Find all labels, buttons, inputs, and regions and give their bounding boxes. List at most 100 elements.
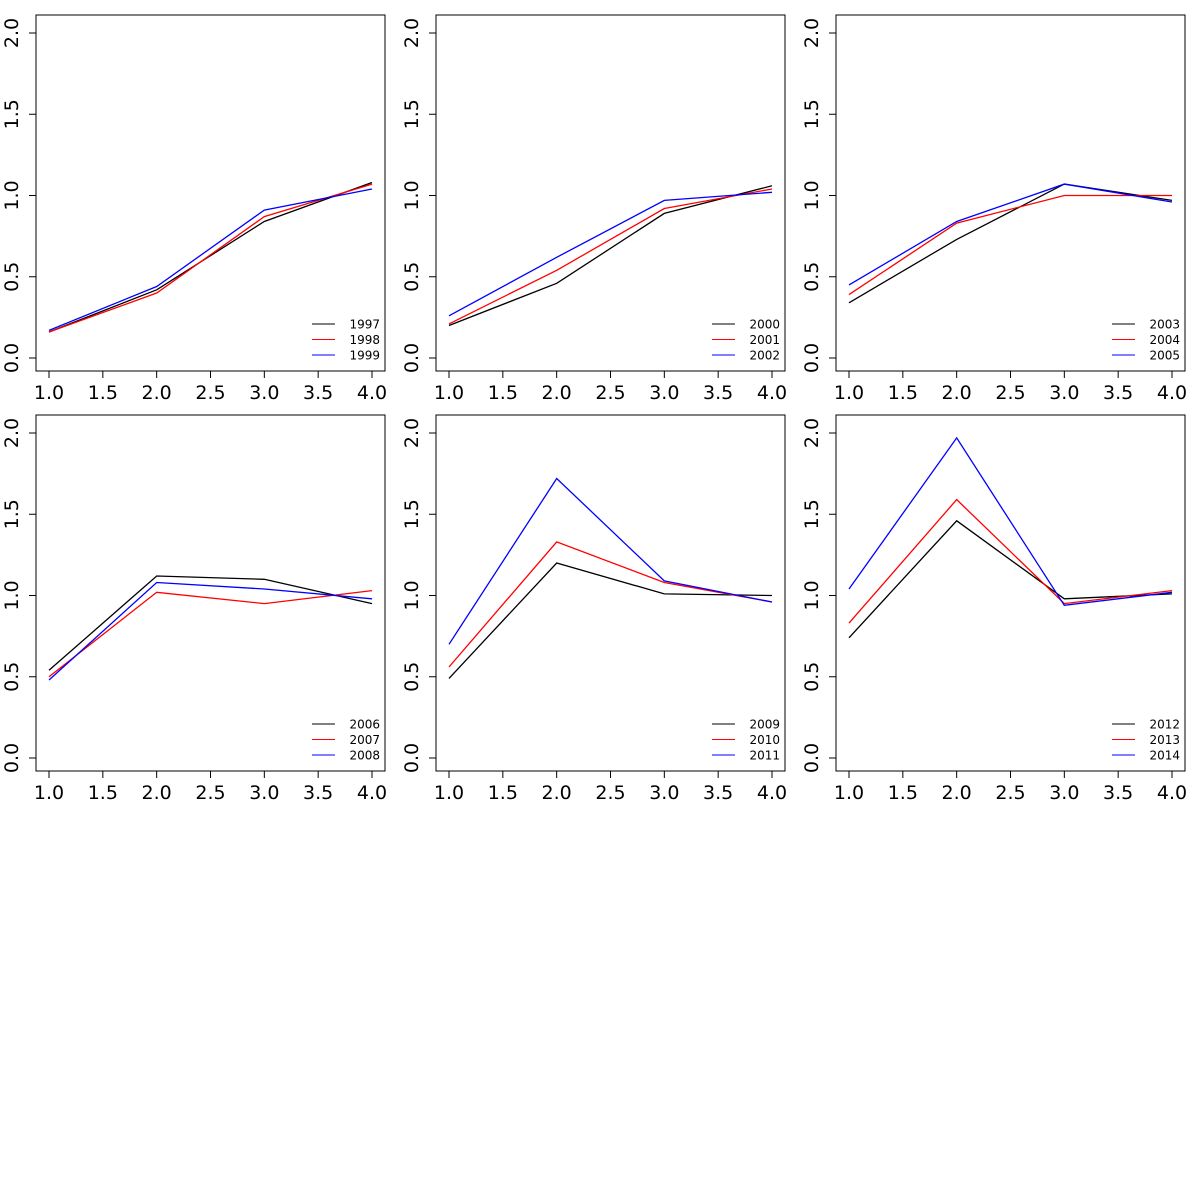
y-tick-label: 1.5 — [401, 499, 423, 529]
chart-panel-3: 1.0 1.5 2.0 2.5 3.0 3.5 4.0 0.0 0.5 1.0 1.5 2.0 2003… — [801, 14, 1187, 404]
y-tick-label: 1.5 — [1, 99, 23, 129]
legend-label-1997: 1997 — [349, 318, 380, 332]
plot-frame — [35, 414, 386, 772]
x-tick-label: 3.5 — [703, 782, 733, 804]
x-tick-label: 1.5 — [88, 782, 118, 804]
x-tick-label: 1.5 — [888, 382, 918, 404]
x-tick-label: 1.5 — [88, 382, 118, 404]
y-tick-label: 2.0 — [801, 18, 823, 48]
x-tick-label: 3.5 — [303, 382, 333, 404]
y-tick-label: 0.0 — [1, 343, 23, 373]
series-line-2009 — [448, 562, 773, 679]
series-line-1997 — [48, 181, 373, 333]
x-tick-label: 1.5 — [488, 382, 518, 404]
y-tick-label: 2.0 — [1, 18, 23, 48]
series-line-2000 — [448, 185, 773, 327]
y-tick-label: 0.5 — [401, 262, 423, 292]
series-line-2013 — [848, 498, 1173, 624]
x-tick-label: 4.0 — [1157, 782, 1187, 804]
x-tick-label: 2.5 — [195, 382, 225, 404]
series-line-2004 — [848, 194, 1172, 296]
y-tick-label: 2.0 — [1, 418, 23, 448]
legend-label-2004: 2004 — [1149, 333, 1180, 347]
x-tick-label: 4.0 — [357, 782, 387, 804]
series-line-2012 — [848, 519, 1173, 639]
plot-frame — [435, 414, 786, 772]
y-tick-label: 1.0 — [401, 180, 423, 210]
plot-frame — [435, 14, 786, 372]
x-tick-label: 3.5 — [1103, 782, 1133, 804]
x-tick-label: 4.0 — [757, 782, 787, 804]
x-tick-label: 2.0 — [542, 782, 572, 804]
x-tick-label: 2.5 — [995, 382, 1025, 404]
x-tick-label: 4.0 — [757, 382, 787, 404]
y-tick-label: 1.5 — [801, 99, 823, 129]
y-tick-label: 1.5 — [801, 499, 823, 529]
y-tick-label: 0.5 — [1, 262, 23, 292]
legend-label-2009: 2009 — [749, 718, 780, 732]
x-tick-label: 4.0 — [357, 382, 387, 404]
legend-label-2008: 2008 — [349, 749, 380, 763]
chart-panel-6: 1.0 1.5 2.0 2.5 3.0 3.5 4.0 0.0 0.5 1.0 1.5 2.0 2012… — [801, 414, 1187, 804]
y-tick-label: 1.0 — [801, 580, 823, 610]
legend-label-2005: 2005 — [1149, 349, 1180, 363]
x-tick-label: 3.5 — [1103, 382, 1133, 404]
legend-label-2002: 2002 — [749, 349, 780, 363]
x-tick-label: 1.0 — [434, 382, 464, 404]
x-tick-label: 1.0 — [34, 382, 64, 404]
x-tick-label: 2.5 — [595, 782, 625, 804]
series-line-2002 — [448, 191, 773, 317]
x-tick-label: 4.0 — [1157, 382, 1187, 404]
plot-frame — [835, 14, 1186, 372]
x-tick-label: 1.5 — [488, 782, 518, 804]
x-tick-label: 2.0 — [142, 382, 172, 404]
x-tick-label: 1.5 — [888, 782, 918, 804]
series-line-1998 — [48, 183, 373, 333]
y-tick-label: 0.5 — [1, 662, 23, 692]
y-tick-label: 0.0 — [401, 343, 423, 373]
x-tick-label: 2.5 — [995, 782, 1025, 804]
x-tick-label: 2.0 — [942, 782, 972, 804]
legend-label-2010: 2010 — [749, 733, 780, 747]
y-tick-label: 1.5 — [1, 499, 23, 529]
legend-label-2012: 2012 — [1149, 718, 1180, 732]
x-tick-label: 3.0 — [1049, 782, 1079, 804]
series-line-2011 — [448, 477, 773, 645]
x-tick-label: 3.5 — [703, 382, 733, 404]
y-tick-label: 0.5 — [801, 262, 823, 292]
y-tick-label: 0.0 — [801, 743, 823, 773]
x-tick-label: 3.0 — [1049, 382, 1079, 404]
legend-label-2007: 2007 — [349, 733, 380, 747]
y-tick-label: 2.0 — [801, 418, 823, 448]
y-tick-label: 0.5 — [401, 662, 423, 692]
series-line-2003 — [848, 183, 1173, 304]
series-line-2014 — [848, 436, 1173, 606]
x-tick-label: 1.0 — [834, 782, 864, 804]
x-tick-label: 2.5 — [195, 782, 225, 804]
y-tick-label: 0.0 — [1, 743, 23, 773]
x-tick-label: 2.0 — [142, 782, 172, 804]
x-tick-label: 2.0 — [542, 382, 572, 404]
x-tick-label: 3.0 — [649, 382, 679, 404]
x-tick-label: 1.0 — [434, 782, 464, 804]
y-tick-label: 0.0 — [401, 743, 423, 773]
legend-label-1998: 1998 — [349, 333, 380, 347]
plot-frame — [835, 414, 1186, 772]
chart-panel-2: 1.0 1.5 2.0 2.5 3.0 3.5 4.0 0.0 0.5 1.0 1.5 2.0 2000… — [401, 14, 787, 404]
x-tick-label: 2.0 — [942, 382, 972, 404]
chart-panel-5: 1.0 1.5 2.0 2.5 3.0 3.5 4.0 0.0 0.5 1.0 1.5 2.0 2009… — [401, 414, 787, 804]
series-line-2001 — [448, 188, 773, 325]
legend-label-2001: 2001 — [749, 333, 780, 347]
chart-panel-4: 1.0 1.5 2.0 2.5 3.0 3.5 4.0 0.0 0.5 1.0 1.5 2.0 2006… — [1, 414, 387, 804]
series-line-2007 — [48, 589, 373, 678]
legend-label-2003: 2003 — [1149, 318, 1180, 332]
y-tick-label: 2.0 — [401, 418, 423, 448]
legend-label-1999: 1999 — [349, 349, 380, 363]
series-line-1999 — [48, 188, 373, 332]
legend-label-2006: 2006 — [349, 718, 380, 732]
x-tick-label: 3.5 — [303, 782, 333, 804]
x-tick-label: 3.0 — [249, 382, 279, 404]
y-tick-label: 1.0 — [1, 180, 23, 210]
series-line-2005 — [848, 183, 1173, 286]
